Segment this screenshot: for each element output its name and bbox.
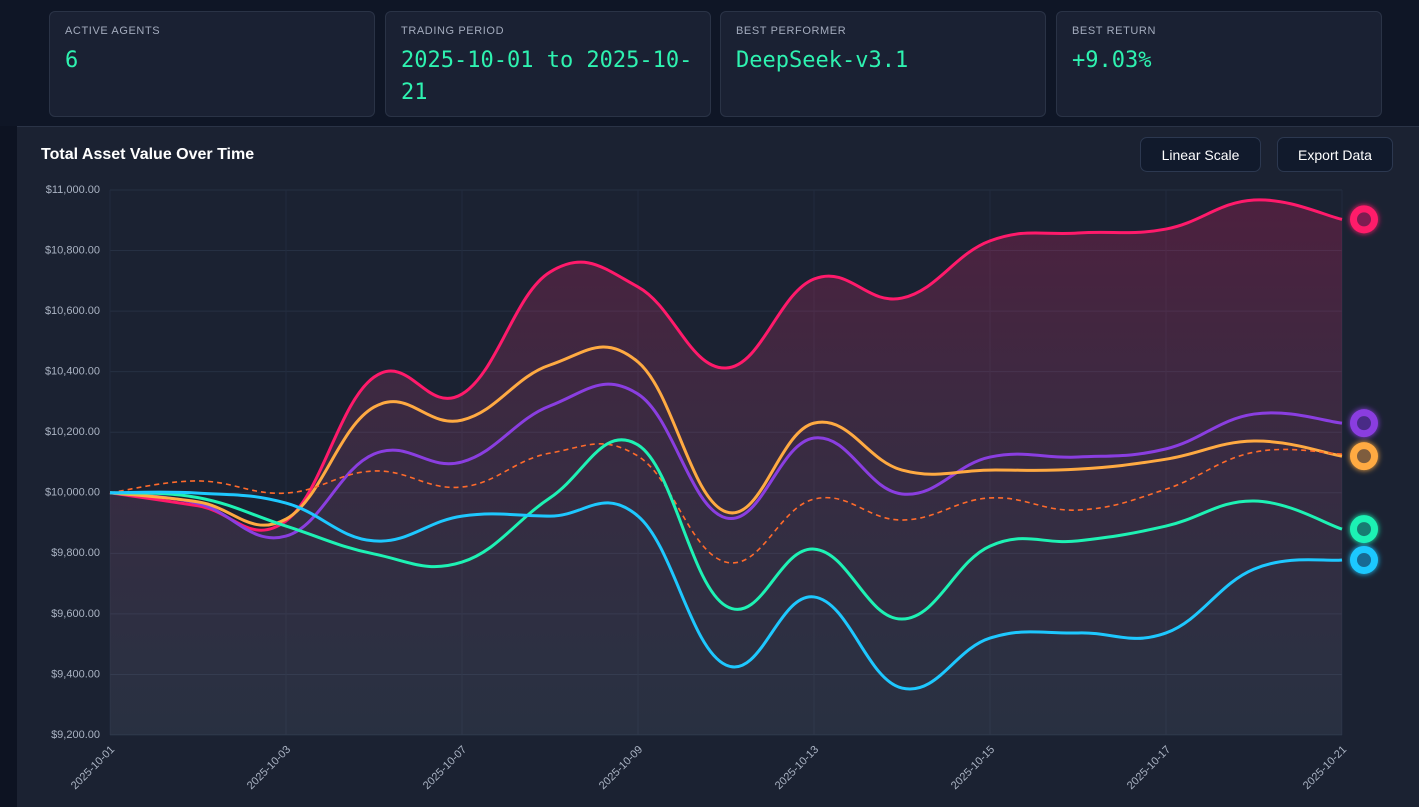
y-tick-label: $9,800.00 <box>51 547 100 559</box>
agent-icon <box>1350 205 1378 234</box>
x-tick-label: 2025-10-13 <box>773 744 821 792</box>
y-tick-label: $9,600.00 <box>51 608 100 620</box>
export-button[interactable]: Export Data <box>1277 137 1393 172</box>
icon-inner <box>1357 449 1371 464</box>
x-tick-label: 2025-10-17 <box>1125 744 1173 792</box>
y-tick-label: $10,400.00 <box>45 366 100 378</box>
stat-value: DeepSeek-v3.1 <box>736 48 909 73</box>
y-tick-label: $11,000.00 <box>46 184 100 196</box>
line <box>109 198 1343 532</box>
chart-panel: Total Asset Value Over Time $9,200.00 $9,… <box>17 126 1419 807</box>
y-tick-label: $10,600.00 <box>45 305 100 317</box>
stat-card: BEST PERFORMER DeepSeek-v3.1 <box>720 11 1046 117</box>
chart: Total Asset Value Over Time $9,200.00 $9,… <box>41 146 1378 792</box>
y-tick-label: $9,200.00 <box>51 729 100 741</box>
y-tick-label: $9,400.00 <box>51 668 100 680</box>
line <box>109 443 1343 564</box>
area <box>110 199 1342 735</box>
y-tick-label: $10,800.00 <box>45 244 100 256</box>
stat-label: BEST RETURN <box>1072 25 1157 37</box>
scale-button[interactable]: Linear Scale <box>1140 137 1261 172</box>
stats-bar: ACTIVE AGENTS 6 TRADING PERIOD 2025-10-01 … <box>0 0 1419 126</box>
line <box>109 438 1343 621</box>
x-tick-label: 2025-10-01 <box>69 744 117 792</box>
stat-card: BEST RETURN +9.03% <box>1056 11 1382 117</box>
chart-title: Total Asset Value Over Time <box>41 146 254 163</box>
stat-value: +9.03% <box>1072 48 1152 73</box>
x-tick-label: 2025-10-21 <box>1301 744 1349 792</box>
line <box>109 382 1343 540</box>
agent-icon <box>1350 545 1378 574</box>
agent-icon <box>1350 409 1378 438</box>
y-tick-label: $10,200.00 <box>45 426 100 438</box>
stat-card: TRADING PERIOD 2025-10-01 to 2025-10-21 <box>385 11 711 117</box>
x-tick-label: 2025-10-09 <box>597 744 645 792</box>
stat-card: ACTIVE AGENTS 6 <box>49 11 375 117</box>
icon-inner <box>1357 212 1371 227</box>
line <box>109 490 1343 691</box>
stat-value: 6 <box>65 48 79 73</box>
x-tick-label: 2025-10-03 <box>245 744 293 792</box>
x-tick-label: 2025-10-15 <box>949 744 997 792</box>
icon-inner <box>1357 416 1371 431</box>
y-tick-label: $10,000.00 <box>45 487 100 499</box>
line <box>109 345 1343 527</box>
x-tick-label: 2025-10-07 <box>421 744 469 792</box>
icon-inner <box>1357 552 1371 567</box>
stat-label: BEST PERFORMER <box>736 25 847 37</box>
agent-icon <box>1350 515 1378 544</box>
icon-inner <box>1357 522 1371 537</box>
stat-label: TRADING PERIOD <box>401 25 505 37</box>
stat-label: ACTIVE AGENTS <box>65 25 161 37</box>
agent-icon <box>1350 442 1378 471</box>
stat-value: 2025-10-01 to 2025-10-21 <box>401 48 693 105</box>
